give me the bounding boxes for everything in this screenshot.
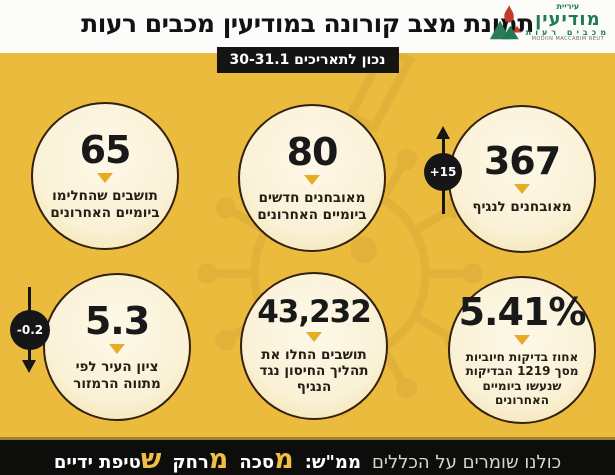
logo-line-city-prefix: עיריית	[556, 2, 580, 11]
municipality-logo: עיריית מודיעין מכבים רעות MODIIN MACCABI…	[489, 3, 610, 45]
footer-acronym: ממ"ש:	[304, 452, 361, 473]
triangle-down-icon	[304, 175, 320, 186]
stat-label: ציון העיר לפי מתווה הרמזור	[73, 359, 161, 392]
footer-word-distance: מרחק	[172, 444, 228, 475]
footer-word-distance-rest: רחק	[172, 452, 209, 473]
stat-circle-city-score: 5.3 ציון העיר לפי מתווה הרמזור	[43, 273, 191, 421]
footer-word-distance-initial: מ	[208, 444, 229, 475]
logo-line-city-suffix: מכבים רעות	[525, 28, 610, 37]
logo-line-english: MODIIN MACCABIM REUT	[531, 36, 605, 42]
stat-label: אחוז בדיקות חיוביות מסך 1219 הבדיקות שנע…	[465, 349, 579, 407]
stat-circle-vaccine-started: 43,232 תושבים החלו את תהליך החיסון נגד ה…	[240, 272, 388, 420]
footer-word-handwash-initial: ש	[140, 444, 162, 475]
footer-word-mask-initial: מ	[274, 444, 294, 475]
footer-word-mask: מסכה	[239, 444, 293, 475]
delta-badge-diagnosed: +15	[424, 153, 462, 191]
triangle-down-icon	[514, 184, 530, 195]
footer-word-mask-rest: סכה	[239, 452, 275, 473]
page-title: תמונת מצב קורונה במודיעין מכבים רעות	[81, 9, 534, 38]
stat-label: תושבים החלו את תהליך החיסון נגד הנגיף	[259, 346, 369, 396]
municipality-emblem-icon	[489, 5, 522, 40]
footer-word-handwash: שטיפת ידיים	[54, 444, 161, 475]
stat-circle-recovered: 65 תושבים שהחלימו ביומיים האחרונים	[31, 102, 179, 250]
arrow-up-icon	[436, 126, 450, 139]
stat-value: 65	[79, 128, 132, 173]
stat-label: מאובחנים לנגיף	[472, 199, 572, 216]
stat-circle-positive-rate: 5.41% אחוז בדיקות חיוביות מסך 1219 הבדיק…	[448, 276, 596, 424]
stat-circle-diagnosed: 367 מאובחנים לנגיף	[448, 105, 596, 253]
stat-value: 5.3	[84, 299, 150, 344]
triangle-down-icon	[514, 334, 530, 345]
stat-value: 367	[483, 139, 561, 184]
footer-prefix-text: כולנו שומרים על הכללים	[371, 452, 562, 473]
municipality-logo-text: עיריית מודיעין מכבים רעות MODIIN MACCABI…	[526, 3, 610, 42]
arrow-down-icon	[22, 360, 36, 373]
triangle-down-icon	[97, 173, 113, 184]
date-badge: נכון לתאריכים 30-31.1	[216, 47, 399, 73]
stat-label: מאובחנים חדשים ביומיים האחרונים	[257, 190, 367, 223]
delta-badge-city-score: -0.2	[10, 310, 50, 350]
stat-label: תושבים שהחלימו ביומיים האחרונים	[50, 188, 160, 221]
stat-circle-new-diagnosed: 80 מאובחנים חדשים ביומיים האחרונים	[238, 104, 386, 252]
logo-line-city-name: מודיעין	[535, 9, 601, 30]
footer-word-handwash-rest: טיפת ידיים	[53, 452, 141, 473]
stat-value: 43,232	[257, 293, 372, 330]
triangle-down-icon	[306, 331, 322, 342]
stat-value: 80	[286, 130, 339, 175]
footer-rules-bar: כולנו שומרים על הכללים ממ"ש: מסכה מרחק ש…	[0, 437, 615, 475]
triangle-down-icon	[109, 344, 125, 355]
header-bar: תמונת מצב קורונה במודיעין מכבים רעות עיר…	[0, 0, 615, 53]
stat-value: 5.41%	[458, 289, 587, 334]
